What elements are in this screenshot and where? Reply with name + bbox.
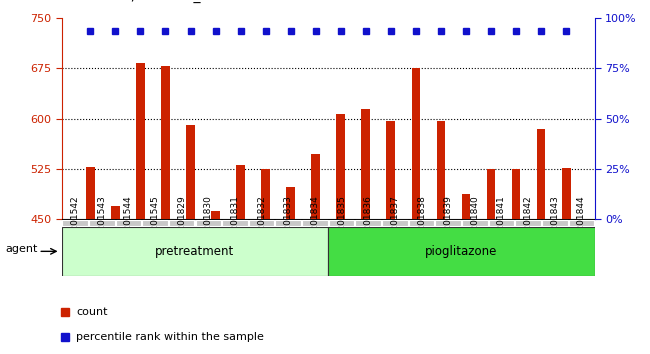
FancyBboxPatch shape [329,219,354,227]
Bar [211,211,220,219]
Bar [161,66,170,219]
Text: GSM201543: GSM201543 [98,195,106,250]
Bar [86,167,95,219]
FancyBboxPatch shape [62,219,88,227]
Text: GSM201838: GSM201838 [417,195,426,250]
FancyBboxPatch shape [169,219,194,227]
Bar [562,169,571,219]
Text: GSM201842: GSM201842 [524,195,532,250]
Text: GDS4132 / 202860_at: GDS4132 / 202860_at [62,0,214,3]
Bar [437,121,445,219]
Bar [487,169,495,219]
Text: GSM201831: GSM201831 [231,195,239,250]
Bar [387,121,395,219]
Text: GSM201844: GSM201844 [577,195,586,250]
Bar [361,109,370,219]
Text: count: count [77,307,108,317]
Bar [236,165,245,219]
Bar [337,114,345,219]
FancyBboxPatch shape [462,219,488,227]
FancyBboxPatch shape [142,219,168,227]
Bar [311,154,320,219]
FancyBboxPatch shape [569,219,594,227]
Text: GSM201834: GSM201834 [311,195,319,250]
Text: pioglitazone: pioglitazone [425,245,498,258]
Text: GSM201837: GSM201837 [391,195,399,250]
FancyBboxPatch shape [116,219,141,227]
Bar [261,169,270,219]
FancyBboxPatch shape [489,219,514,227]
FancyBboxPatch shape [196,219,221,227]
Bar [537,129,545,219]
Text: GSM201840: GSM201840 [471,195,479,250]
Text: GSM201835: GSM201835 [337,195,346,250]
FancyBboxPatch shape [356,219,381,227]
FancyBboxPatch shape [328,227,595,276]
Bar [136,63,145,219]
Text: GSM201830: GSM201830 [204,195,213,250]
Text: GSM201544: GSM201544 [124,195,133,250]
FancyBboxPatch shape [542,219,567,227]
Bar [411,68,421,219]
FancyBboxPatch shape [222,219,248,227]
Text: GSM201843: GSM201843 [551,195,559,250]
Text: GSM201839: GSM201839 [444,195,452,250]
Text: GSM201841: GSM201841 [497,195,506,250]
Bar [186,125,195,219]
Bar [462,194,471,219]
Text: GSM201545: GSM201545 [151,195,159,250]
FancyBboxPatch shape [409,219,434,227]
FancyBboxPatch shape [515,219,541,227]
Text: percentile rank within the sample: percentile rank within the sample [77,332,265,342]
FancyBboxPatch shape [89,219,114,227]
Bar [286,187,295,219]
FancyBboxPatch shape [436,219,461,227]
Text: agent: agent [5,244,37,254]
Bar [512,169,521,219]
Text: GSM201833: GSM201833 [284,195,292,250]
Bar [111,206,120,219]
Text: GSM201836: GSM201836 [364,195,372,250]
FancyBboxPatch shape [62,227,328,276]
FancyBboxPatch shape [276,219,301,227]
Text: GSM201542: GSM201542 [71,195,79,250]
FancyBboxPatch shape [249,219,274,227]
Text: GSM201832: GSM201832 [257,195,266,250]
Text: GSM201829: GSM201829 [177,195,186,250]
FancyBboxPatch shape [382,219,408,227]
Text: pretreatment: pretreatment [155,245,235,258]
FancyBboxPatch shape [302,219,328,227]
